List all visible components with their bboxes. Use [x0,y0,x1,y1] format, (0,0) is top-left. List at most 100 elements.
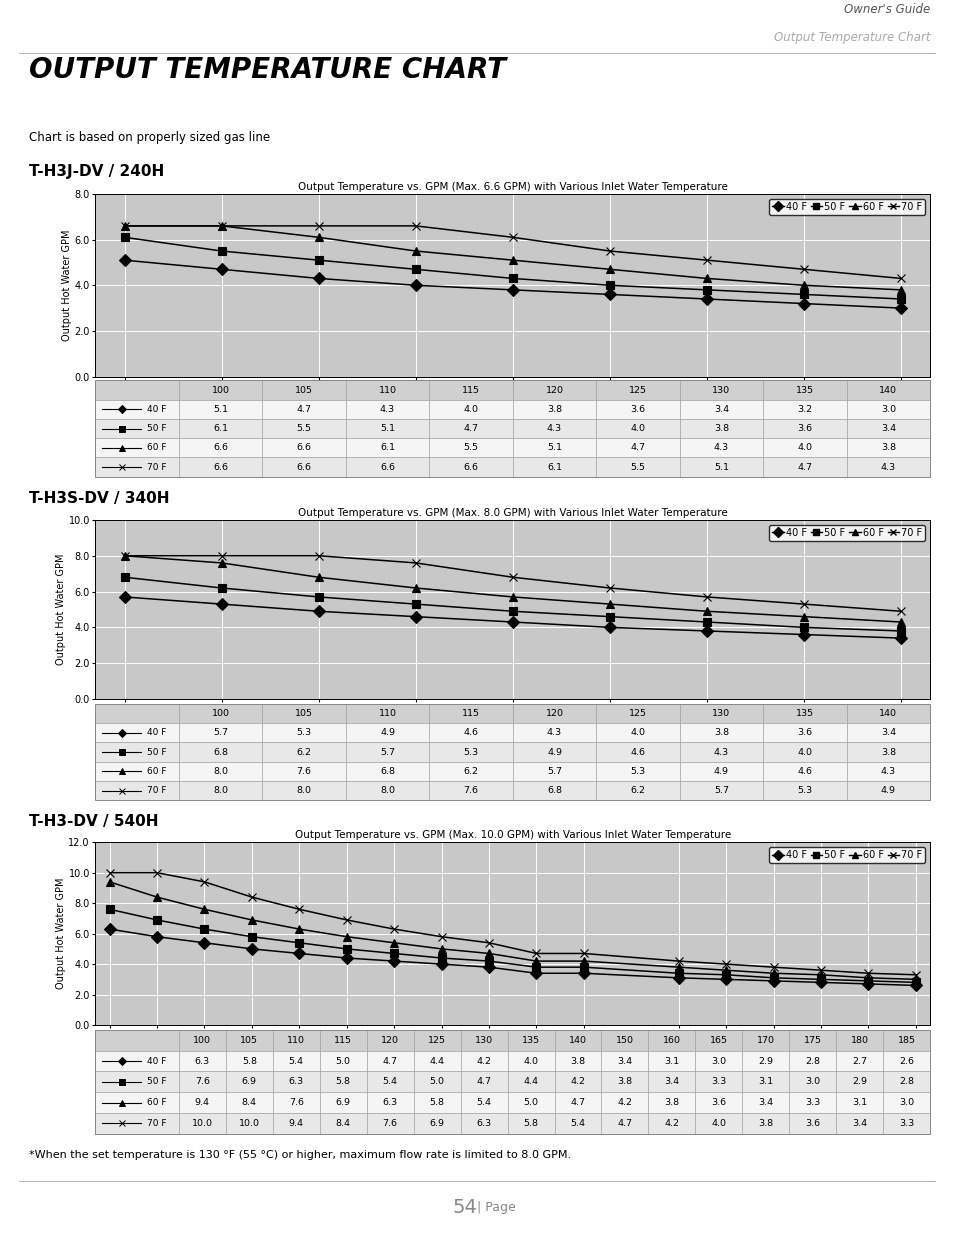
Bar [513,438,596,457]
Text: 5.4: 5.4 [289,1057,303,1066]
Title: Output Temperature vs. GPM (Max. 8.0 GPM) with Various Inlet Water Temperature: Output Temperature vs. GPM (Max. 8.0 GPM… [297,508,727,517]
Bar [762,457,846,477]
Text: 4.7: 4.7 [570,1098,585,1107]
Text: T-H3-DV / 540H: T-H3-DV / 540H [29,814,158,829]
Text: 4.7: 4.7 [296,405,312,414]
Text: 3.8: 3.8 [713,424,728,433]
Bar [460,1072,507,1092]
Text: 4.3: 4.3 [379,405,395,414]
Bar [788,1051,836,1072]
Bar [366,1051,414,1072]
Bar [429,438,512,457]
Text: 60 F: 60 F [147,443,167,452]
Text: 3.1: 3.1 [758,1077,773,1087]
Bar [179,400,262,419]
Text: 3.8: 3.8 [880,747,895,757]
Bar [95,400,179,419]
Bar [460,1030,507,1051]
Text: 3.8: 3.8 [570,1057,585,1066]
Bar [179,724,262,742]
Bar [262,724,345,742]
Bar [762,400,846,419]
Bar [596,419,679,438]
Bar [513,400,596,419]
Bar [179,438,262,457]
Bar [788,1092,836,1113]
Bar [429,742,512,762]
Text: 4.2: 4.2 [476,1057,491,1066]
Text: 4.9: 4.9 [880,787,895,795]
Text: 50 F: 50 F [147,1077,167,1087]
Text: 3.6: 3.6 [630,405,645,414]
Bar [679,704,762,724]
Bar [179,1051,226,1072]
Text: 5.8: 5.8 [523,1119,538,1128]
Text: 4.0: 4.0 [711,1119,725,1128]
Bar [262,742,345,762]
Text: 8.0: 8.0 [213,767,228,776]
Bar [414,1051,460,1072]
Bar [366,1072,414,1092]
Bar [414,1072,460,1092]
Text: 7.6: 7.6 [296,767,312,776]
Bar [513,742,596,762]
Text: 100: 100 [193,1036,212,1045]
Text: 135: 135 [795,709,813,718]
Bar [679,380,762,400]
Text: 40 F: 40 F [147,729,167,737]
Text: 4.3: 4.3 [546,729,561,737]
Bar [845,781,929,800]
Text: 3.0: 3.0 [804,1077,820,1087]
Text: 4.6: 4.6 [797,767,812,776]
Bar [845,457,929,477]
Bar [262,380,345,400]
Bar [414,1092,460,1113]
Text: 6.3: 6.3 [289,1077,303,1087]
Bar [845,724,929,742]
Bar [460,1092,507,1113]
Y-axis label: Output Hot Water GPM: Output Hot Water GPM [55,553,66,666]
Bar [319,1072,366,1092]
Text: 3.8: 3.8 [663,1098,679,1107]
Bar [319,1092,366,1113]
Bar [226,1072,273,1092]
Bar [507,1113,554,1134]
Bar [513,419,596,438]
Bar [679,400,762,419]
Text: 6.6: 6.6 [296,443,312,452]
Text: 185: 185 [897,1036,915,1045]
Text: 110: 110 [378,385,396,394]
Bar [836,1072,882,1092]
Bar [226,1113,273,1134]
Text: 4.0: 4.0 [630,424,645,433]
Bar [596,400,679,419]
Bar [600,1051,648,1072]
Text: 4.9: 4.9 [713,767,728,776]
Bar [95,704,179,724]
Text: 70 F: 70 F [147,787,167,795]
Bar [179,1113,226,1134]
Text: 4.0: 4.0 [463,405,478,414]
Bar [679,742,762,762]
Text: 160: 160 [662,1036,680,1045]
Text: 54: 54 [452,1198,476,1218]
Bar [507,1092,554,1113]
Text: 6.3: 6.3 [194,1057,210,1066]
Text: 5.8: 5.8 [335,1077,351,1087]
Text: 5.1: 5.1 [546,443,561,452]
Bar [179,419,262,438]
Bar [179,1072,226,1092]
Text: 50 F: 50 F [147,424,167,433]
Bar [179,742,262,762]
Bar [95,742,179,762]
Text: 3.2: 3.2 [797,405,812,414]
Text: 10.0: 10.0 [192,1119,213,1128]
Text: 5.1: 5.1 [379,424,395,433]
Bar [429,419,512,438]
Bar [429,457,512,477]
Text: Owner's Guide: Owner's Guide [843,2,929,16]
Text: 8.0: 8.0 [213,787,228,795]
Text: 3.4: 3.4 [713,405,728,414]
Bar [600,1092,648,1113]
Text: 5.7: 5.7 [379,747,395,757]
